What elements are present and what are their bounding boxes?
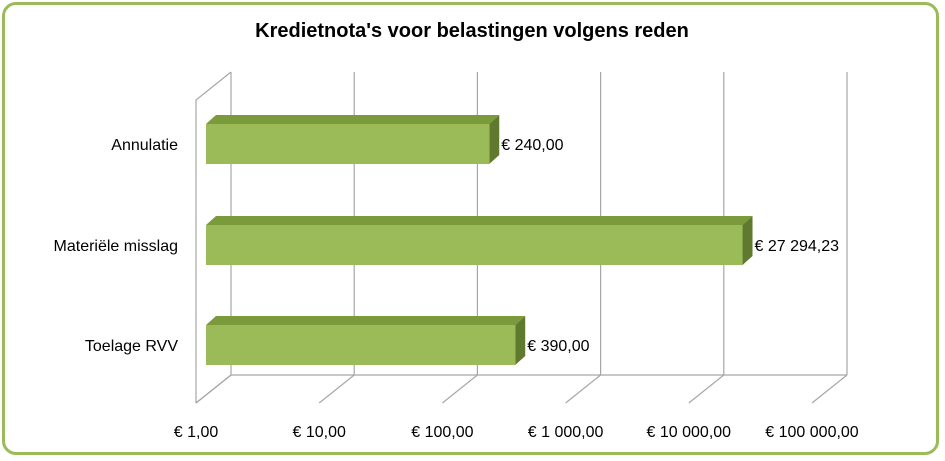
data-label: € 240,00 (501, 137, 563, 154)
category-label: Annulatie (111, 137, 178, 154)
category-label: Materiële misslag (54, 238, 178, 255)
x-tick-label: € 1 000,00 (528, 424, 604, 441)
bar-top (206, 216, 753, 225)
bar (206, 325, 516, 365)
chart-title: Kredietnota's voor belastingen volgens r… (255, 20, 689, 42)
x-tick-label: € 100 000,00 (765, 424, 859, 441)
left-wall (195, 71, 232, 403)
bar-side (742, 216, 753, 265)
x-tick-label: € 1,00 (174, 424, 219, 441)
floor-gridline (565, 374, 601, 404)
category-label: Toelage RVV (85, 338, 178, 355)
bar-side (489, 115, 500, 164)
floor-gridline (318, 374, 355, 404)
data-label: € 390,00 (527, 338, 589, 355)
labels: Annulatie € 240,00 Materiële misslag € 27 2… (54, 137, 840, 355)
bar-top (206, 316, 526, 325)
x-tick-label: € 100,00 (411, 424, 473, 441)
bar (206, 124, 490, 164)
data-label: € 27 294,23 (755, 238, 840, 255)
floor-gridline (811, 374, 848, 404)
floor-back-edge (195, 374, 847, 404)
floor-gridline (442, 374, 478, 404)
floor-gridline (195, 374, 232, 404)
x-axis: € 1,00 € 10,00 € 100,00 € 1 000,00 € 10 000,… (174, 424, 859, 441)
x-tick-label: € 10 000,00 (647, 424, 732, 441)
bar (206, 225, 743, 265)
bars (206, 115, 753, 365)
bar-top (206, 115, 500, 124)
floor-gridline (688, 374, 725, 404)
bar-side (515, 316, 526, 365)
x-tick-label: € 10,00 (293, 424, 346, 441)
